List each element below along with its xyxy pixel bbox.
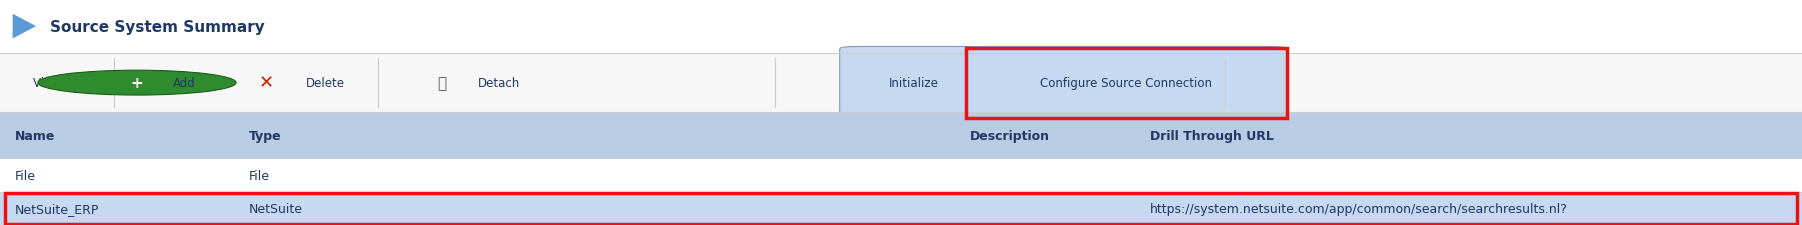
Text: Source System Summary: Source System Summary: [50, 20, 265, 34]
Text: +: +: [130, 75, 144, 90]
FancyBboxPatch shape: [0, 54, 1802, 112]
Text: Type: Type: [249, 129, 281, 142]
FancyBboxPatch shape: [966, 47, 1287, 119]
Text: NetSuite: NetSuite: [249, 202, 303, 215]
FancyBboxPatch shape: [0, 0, 1802, 54]
Text: Initialize: Initialize: [888, 77, 939, 90]
Text: ⧉: ⧉: [436, 76, 447, 91]
Text: Description: Description: [969, 129, 1049, 142]
Text: ✕: ✕: [259, 74, 274, 92]
Text: Name: Name: [14, 129, 54, 142]
Text: File: File: [14, 169, 36, 182]
Circle shape: [38, 71, 236, 96]
FancyBboxPatch shape: [0, 112, 1802, 159]
FancyBboxPatch shape: [840, 47, 987, 119]
Text: Delete: Delete: [306, 77, 346, 90]
FancyBboxPatch shape: [0, 159, 1802, 192]
Text: Add: Add: [173, 77, 196, 90]
Text: NetSuite_ERP: NetSuite_ERP: [14, 202, 99, 215]
Text: View ▾: View ▾: [34, 77, 70, 90]
FancyBboxPatch shape: [0, 192, 1802, 225]
Polygon shape: [13, 15, 36, 39]
Text: File: File: [249, 169, 270, 182]
Text: Drill Through URL: Drill Through URL: [1150, 129, 1274, 142]
Text: https://system.netsuite.com/app/common/search/searchresults.nl?: https://system.netsuite.com/app/common/s…: [1150, 202, 1568, 215]
Text: Configure Source Connection: Configure Source Connection: [1040, 77, 1213, 90]
Text: Detach: Detach: [478, 77, 519, 90]
